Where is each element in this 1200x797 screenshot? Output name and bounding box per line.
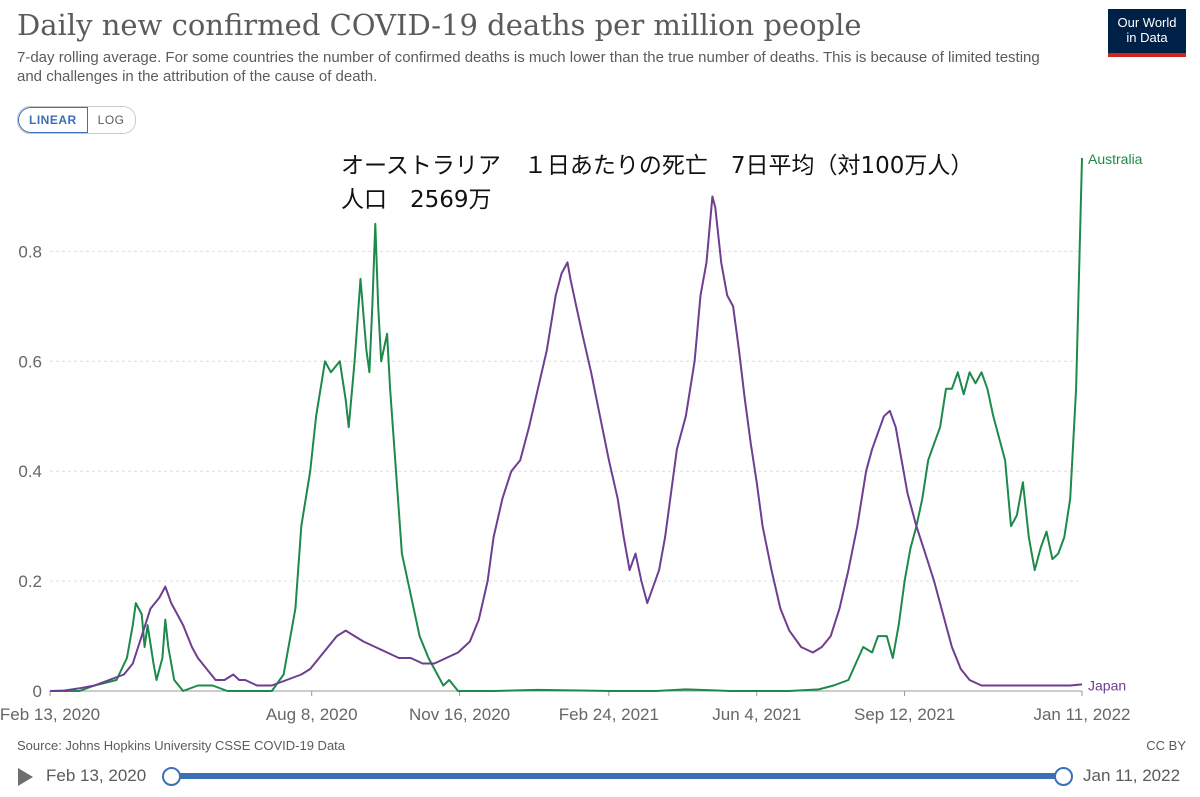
japanese-annotation: オーストラリア １日あたりの死亡 7日平均（対100万人） 人口 2569万 [341, 149, 973, 217]
x-tick-label: Sep 12, 2021 [854, 705, 955, 724]
linear-scale-button[interactable]: LINEAR [18, 107, 88, 133]
timeline-track[interactable] [170, 773, 1063, 779]
line-chart: 0 0.2 0.4 0.6 0.8 Feb 13, 2020 Aug 8, 2020 Nov… [0, 151, 1143, 724]
chart-title: Daily new confirmed COVID-19 deaths per … [17, 8, 862, 42]
x-tick-label: Nov 16, 2020 [409, 705, 510, 724]
chart-subtitle: 7-day rolling average. For some countrie… [17, 49, 1040, 85]
series-line-japan [49, 195, 1083, 692]
timeline-start-label: Feb 13, 2020 [46, 766, 147, 785]
scale-toggle: LINEAR LOG [17, 106, 136, 134]
source-note[interactable]: Source: Johns Hopkins University CSSE CO… [17, 738, 346, 753]
series-labels: Australia Japan [1088, 151, 1143, 693]
owid-logo[interactable]: Our World in Data [1108, 9, 1186, 57]
timeline-control: Feb 13, 2020 Jan 11, 2022 [0, 762, 1200, 792]
y-tick-label: 0.4 [18, 462, 42, 481]
x-tick-label: Aug 8, 2020 [266, 705, 358, 724]
series-label-australia: Australia [1088, 151, 1143, 167]
y-axis-ticks: 0 0.2 0.4 0.6 0.8 [18, 242, 42, 701]
x-tick-label: Feb 13, 2020 [0, 705, 100, 724]
x-axis-ticks: Feb 13, 2020 Aug 8, 2020 Nov 16, 2020 Feb 2… [0, 691, 1131, 724]
annotation-line-1: オーストラリア １日あたりの死亡 7日平均（対100万人） [341, 153, 974, 179]
y-tick-label: 0.6 [18, 352, 42, 371]
y-tick-label: 0.8 [18, 242, 42, 261]
log-scale-button[interactable]: LOG [87, 107, 135, 133]
series-line-australia [50, 157, 1083, 692]
series-lines [49, 157, 1083, 692]
timeline-end-handle[interactable] [1054, 767, 1073, 786]
license-note[interactable]: CC BY [1146, 738, 1186, 753]
annotation-line-2: 人口 2569万 [341, 187, 492, 213]
logo-line-1: Our World [1117, 15, 1177, 30]
play-icon[interactable] [18, 768, 33, 786]
series-label-japan: Japan [1088, 677, 1126, 693]
y-tick-label: 0 [33, 682, 42, 701]
timeline-start-handle[interactable] [162, 767, 181, 786]
x-tick-label: Jan 11, 2022 [1033, 705, 1130, 724]
x-tick-label: Feb 24, 2021 [559, 705, 659, 724]
logo-line-2: in Data [1126, 30, 1168, 45]
y-tick-label: 0.2 [18, 572, 42, 591]
timeline-end-label: Jan 11, 2022 [1083, 766, 1181, 785]
x-tick-label: Jun 4, 2021 [712, 705, 801, 724]
